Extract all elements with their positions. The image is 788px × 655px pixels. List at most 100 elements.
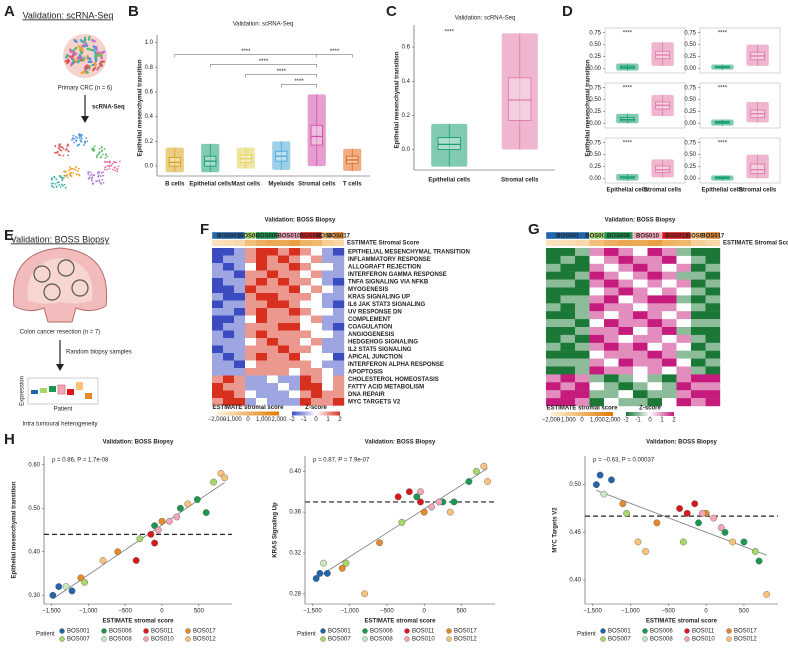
heatmap-cell — [322, 368, 334, 376]
heatmap-cell — [575, 263, 590, 272]
heatmap-cell — [618, 342, 634, 351]
heatmap-cell — [705, 350, 721, 359]
legend-label: BOS011 — [412, 629, 435, 635]
tumour-cell — [70, 54, 75, 58]
umap-dot — [108, 167, 111, 170]
heatmap-cell — [311, 353, 323, 361]
umap-dot — [77, 173, 80, 176]
heatmap-cell — [560, 382, 576, 391]
heatmap-cell — [604, 366, 619, 375]
tumour-cell — [77, 56, 83, 60]
umap-dot — [69, 174, 72, 177]
point — [154, 526, 162, 534]
point — [217, 470, 225, 477]
umap-dot — [69, 168, 72, 171]
heatmap-cell — [575, 350, 590, 359]
heatmap-cell — [212, 285, 224, 294]
heatmap-cell — [633, 366, 648, 375]
row-label: MYOGENESIS — [348, 287, 388, 293]
heatmap-cell — [676, 350, 692, 359]
heatmap-cell — [560, 366, 576, 375]
resection-label: Colon cancer resection (n = 7) — [20, 330, 101, 336]
point — [751, 548, 759, 555]
heatmap-cell — [589, 279, 605, 288]
heatmap-cell — [245, 383, 257, 391]
heatmap-cell — [691, 303, 706, 312]
tumour-cell — [93, 61, 97, 67]
bracket-label: **** — [294, 79, 304, 85]
heatmap-cell — [278, 278, 290, 286]
annotation-cell — [333, 240, 344, 246]
x-tick-label: 0 — [160, 609, 164, 615]
heatmap-cell — [311, 293, 323, 301]
point — [698, 509, 706, 517]
annotation-cell — [546, 240, 561, 246]
caption: Intra tumoural heterogeneity — [22, 422, 97, 428]
heatmap-cell — [618, 279, 634, 288]
umap-dot — [50, 182, 53, 185]
heatmap-cell — [223, 248, 235, 256]
heatmap-cell — [289, 398, 301, 406]
heatmap-cell — [311, 368, 323, 376]
umap-dot — [98, 179, 101, 182]
tumour-cell — [77, 58, 81, 64]
umap-dot — [107, 164, 109, 167]
umap-dot — [78, 136, 81, 139]
heatmap-cell — [322, 293, 334, 301]
point — [376, 539, 383, 547]
legend-swatch — [642, 628, 648, 634]
legend-swatch — [320, 636, 326, 642]
heatmap-cell — [604, 390, 619, 399]
panel-label: H — [4, 431, 15, 448]
heatmap-cell — [633, 374, 648, 383]
heatmap-cell — [322, 263, 334, 271]
heatmap-cell — [604, 248, 619, 257]
heatmap-cell — [311, 345, 323, 354]
heatmap-cell — [234, 330, 246, 339]
tumour-cell — [83, 36, 87, 42]
heatmap-cell — [647, 382, 663, 391]
umap-dot — [76, 144, 79, 147]
y-tick-label: 0.00 — [684, 66, 696, 72]
y-tick-label: 0.0 — [402, 147, 411, 153]
heatmap-cell — [705, 327, 721, 336]
legend-swatch — [101, 628, 107, 634]
heatmap-cell — [234, 308, 246, 316]
legend-swatch — [185, 636, 191, 642]
umap-dot — [71, 167, 74, 170]
x-tick-label: 500 — [456, 609, 467, 615]
panel-label: A — [4, 3, 15, 20]
umap-dot — [59, 186, 62, 188]
heatmap-cell — [278, 353, 290, 361]
point — [77, 574, 85, 582]
heatmap-cell — [278, 315, 290, 324]
heatmap-cell — [267, 285, 279, 294]
heatmap-cell — [212, 330, 224, 339]
heatmap-cell — [212, 390, 224, 399]
heatmap-cell — [676, 374, 692, 383]
chart-title: Validation: scRNA-Seq — [233, 22, 294, 28]
heatmap-cell — [212, 293, 224, 301]
heatmap-cell — [234, 293, 246, 301]
heatmap-cell — [278, 248, 290, 256]
y-tick-label: 0.50 — [684, 42, 696, 48]
heatmap-cell — [212, 255, 224, 264]
heatmap-cell — [322, 323, 334, 331]
legend-swatch — [642, 636, 648, 642]
umap-dot — [80, 141, 83, 143]
heatmap-cell — [618, 248, 634, 257]
heatmap-cell — [589, 319, 605, 328]
umap-dot — [89, 171, 92, 174]
heatmap-cell — [575, 255, 590, 264]
heatmap-cell — [300, 390, 312, 399]
legend-label: BOS006 — [370, 629, 393, 635]
x-tick-label: 0 — [704, 609, 708, 615]
legend-tick-label: 2 — [338, 417, 342, 423]
heatmap-cell — [333, 285, 345, 294]
point — [676, 505, 684, 512]
point — [151, 522, 158, 530]
heatmap-cell — [691, 271, 706, 280]
x-tick-label: Epithelial cells — [702, 188, 744, 194]
umap-dot — [63, 174, 66, 177]
heatmap-cell — [278, 330, 290, 339]
